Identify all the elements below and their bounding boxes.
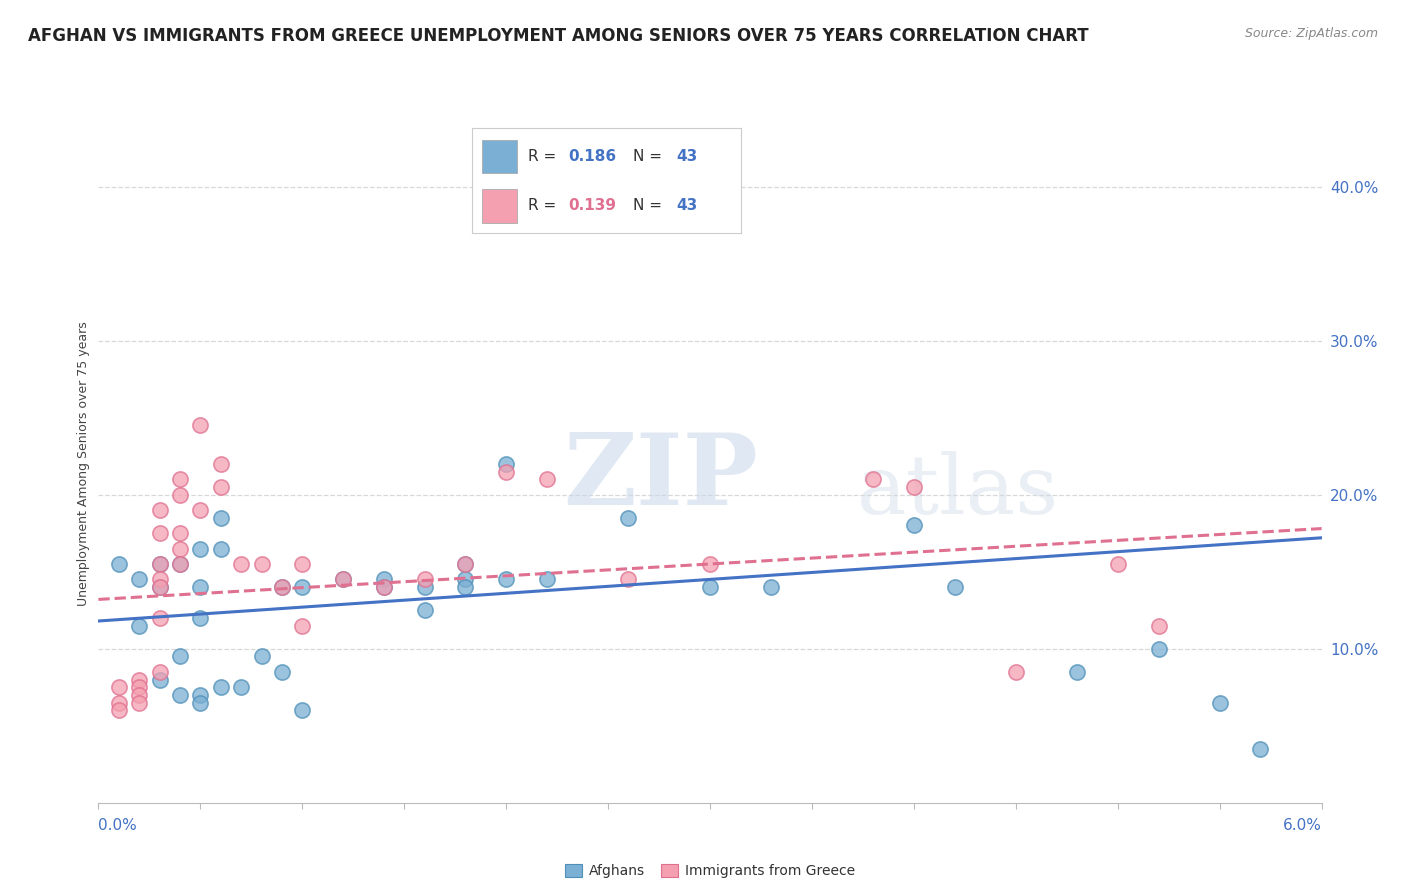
Point [188, 688, 212, 702]
Point [128, 673, 150, 687]
Point [108, 680, 131, 694]
Point [903, 518, 925, 533]
Point [149, 580, 172, 594]
Point [943, 580, 966, 594]
Point [209, 457, 232, 471]
Text: 0.0%: 0.0% [98, 818, 138, 833]
Point [128, 688, 150, 702]
Point [270, 580, 292, 594]
Point [1066, 665, 1088, 679]
Point [454, 557, 477, 571]
Point [291, 580, 314, 594]
Point [536, 472, 558, 486]
Point [169, 557, 191, 571]
Point [373, 580, 395, 594]
Point [231, 680, 253, 694]
Point [149, 611, 172, 625]
Point [250, 557, 273, 571]
Point [291, 703, 314, 717]
Point [169, 688, 191, 702]
Point [149, 580, 172, 594]
Text: atlas: atlas [856, 451, 1059, 531]
Point [188, 541, 212, 556]
Point [699, 580, 721, 594]
Point [862, 472, 884, 486]
Point [536, 573, 558, 587]
Point [1208, 696, 1232, 710]
Point [291, 557, 314, 571]
Text: 6.0%: 6.0% [1282, 818, 1322, 833]
Point [1004, 665, 1026, 679]
Point [128, 573, 150, 587]
Point [903, 480, 925, 494]
Point [1147, 618, 1170, 632]
Point [1249, 742, 1271, 756]
Point [454, 557, 477, 571]
Legend: Afghans, Immigrants from Greece: Afghans, Immigrants from Greece [560, 859, 860, 884]
Point [188, 418, 212, 433]
Point [332, 573, 354, 587]
Point [149, 673, 172, 687]
Y-axis label: Unemployment Among Seniors over 75 years: Unemployment Among Seniors over 75 years [77, 321, 90, 607]
Point [617, 510, 640, 524]
Text: Source: ZipAtlas.com: Source: ZipAtlas.com [1244, 27, 1378, 40]
Point [188, 580, 212, 594]
Point [454, 573, 477, 587]
Point [1147, 641, 1170, 656]
Point [188, 696, 212, 710]
Point [495, 465, 517, 479]
Point [231, 557, 253, 571]
Point [169, 526, 191, 541]
Point [332, 573, 354, 587]
Point [495, 573, 517, 587]
Point [209, 680, 232, 694]
Point [149, 557, 172, 571]
Point [270, 665, 292, 679]
Point [699, 557, 721, 571]
Point [495, 457, 517, 471]
Point [761, 580, 783, 594]
Point [188, 611, 212, 625]
Point [108, 557, 131, 571]
Point [149, 573, 172, 587]
Point [169, 488, 191, 502]
Point [169, 649, 191, 664]
Point [108, 703, 131, 717]
Point [149, 526, 172, 541]
Point [128, 618, 150, 632]
Point [413, 603, 436, 617]
Point [373, 580, 395, 594]
Point [128, 696, 150, 710]
Text: AFGHAN VS IMMIGRANTS FROM GREECE UNEMPLOYMENT AMONG SENIORS OVER 75 YEARS CORREL: AFGHAN VS IMMIGRANTS FROM GREECE UNEMPLO… [28, 27, 1088, 45]
Point [149, 557, 172, 571]
Point [373, 573, 395, 587]
Point [250, 649, 273, 664]
Point [1107, 557, 1129, 571]
Point [454, 580, 477, 594]
Point [617, 573, 640, 587]
Text: ZIP: ZIP [564, 429, 758, 526]
Point [270, 580, 292, 594]
Point [188, 503, 212, 517]
Point [149, 665, 172, 679]
Point [128, 680, 150, 694]
Point [413, 580, 436, 594]
Point [413, 573, 436, 587]
Point [169, 541, 191, 556]
Point [209, 480, 232, 494]
Point [209, 510, 232, 524]
Point [291, 618, 314, 632]
Point [209, 541, 232, 556]
Point [108, 696, 131, 710]
Point [149, 503, 172, 517]
Point [169, 557, 191, 571]
Point [169, 472, 191, 486]
